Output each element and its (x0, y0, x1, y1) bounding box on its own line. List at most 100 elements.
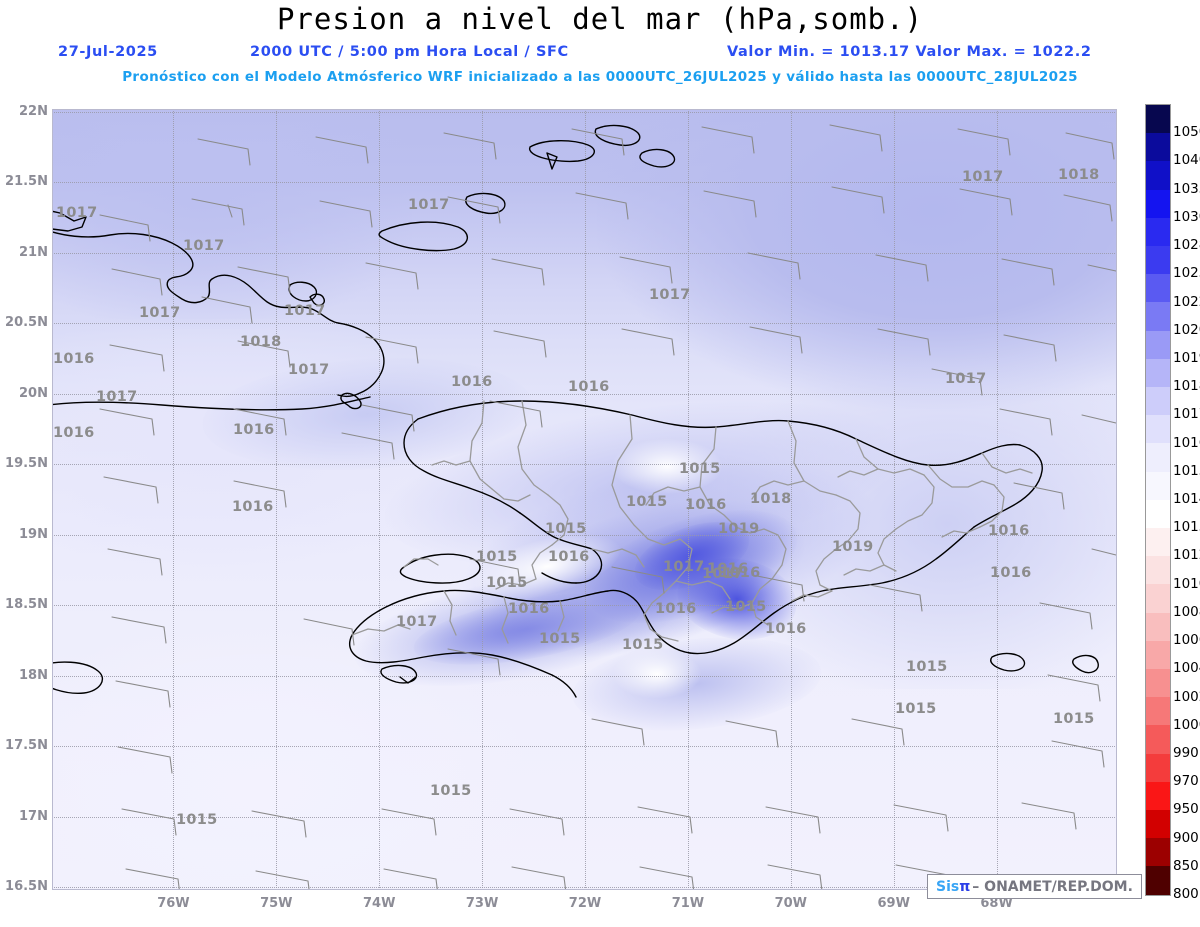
colorbar-cell-1008 (1146, 584, 1170, 613)
contour-label: 1016 (655, 601, 697, 617)
colorbar-label-950: 950 (1173, 801, 1199, 818)
logo-agency-text: – ONAMET/REP.DOM. (972, 878, 1133, 895)
colorbar-cell-1019 (1146, 330, 1170, 359)
pressure-low-patch-2 (612, 439, 722, 494)
contour-label: 1018 (1058, 167, 1100, 183)
pressure-low-patch-3 (612, 649, 702, 699)
colorbar-label-1006: 1006 (1173, 632, 1200, 649)
gridline-lon-73W (482, 109, 484, 890)
contour-label: 1017 (288, 362, 330, 378)
colorbar-cell-1018 (1146, 358, 1170, 388)
colorbar-cell-900 (1146, 810, 1170, 839)
gridline-lon-72W (585, 109, 586, 890)
contour-label: 1016 (685, 497, 727, 513)
gridline-lat-21N (52, 252, 1117, 254)
colorbar-label-1016: 1016 (1173, 434, 1200, 451)
contour-label: 1015 (539, 631, 581, 647)
x-tick-69W: 69W (877, 896, 910, 911)
contour-label: 1017 (408, 197, 450, 213)
y-tick-18.5N: 18.5N (5, 597, 48, 613)
contour-label: 1016 (988, 523, 1030, 539)
colorbar-label-1030: 1030 (1173, 208, 1200, 225)
contour-label: 1017 (663, 559, 705, 575)
model-description: Pronóstico con el Modelo Atmósferico WRF… (122, 69, 1078, 85)
y-tick-16.5N: 16.5N (5, 879, 48, 894)
contour-label: 1015 (622, 637, 664, 653)
contour-label: 1017 (56, 205, 98, 221)
colorbar-label-1013: 1013 (1173, 519, 1200, 536)
contour-label: 1016 (990, 565, 1032, 581)
gridline-lat-18N (52, 675, 1117, 677)
colorbar-cell-1004 (1146, 640, 1170, 670)
colorbar-label-1018: 1018 (1173, 378, 1200, 395)
contour-label: 1017 (139, 305, 181, 321)
y-tick-19.5N: 19.5N (5, 456, 48, 472)
contour-label: 1016 (53, 351, 95, 367)
colorbar-cell-1015 (1146, 443, 1170, 472)
colorbar-label-850: 850 (1173, 857, 1199, 874)
colorbar-label-1020: 1020 (1173, 321, 1200, 338)
contour-label: 1016 (451, 374, 493, 390)
colorbar (1145, 104, 1171, 896)
gridline-lon-69W (893, 109, 895, 890)
contour-label: 1016 (53, 425, 95, 441)
gridline-lon-75W (276, 109, 278, 890)
contour-label: 1017 (284, 303, 326, 319)
x-tick-74W: 74W (362, 896, 396, 911)
provider-logo: Sis π – ONAMET/REP.DOM. (927, 874, 1142, 899)
colorbar-label-1015: 1015 (1173, 462, 1200, 479)
contour-label: 1015 (679, 461, 721, 477)
colorbar-cell-990 (1146, 725, 1170, 754)
colorbar-label-900: 900 (1173, 829, 1199, 846)
contour-label: 1016 (233, 422, 275, 438)
gridline-lat-22N (52, 112, 1117, 113)
x-tick-76W: 76W (157, 896, 190, 911)
gridline-lon-70W (790, 109, 792, 890)
colorbar-cell-1050 (1146, 105, 1170, 134)
colorbar-cell-1006 (1146, 612, 1170, 641)
colorbar-label-1008: 1008 (1173, 603, 1200, 620)
gridline-lat-20.5N (52, 323, 1117, 325)
x-tick-75W: 75W (260, 896, 293, 911)
contour-label: 1015 (176, 812, 218, 828)
contour-label: 1015 (626, 494, 668, 510)
y-tick-18N: 18N (19, 667, 48, 683)
contour-label: 1018 (750, 491, 792, 507)
gridline-lon-71W (687, 109, 689, 890)
contour-label: 1015 (895, 701, 937, 717)
contour-label: 1016 (765, 621, 807, 637)
colorbar-cell-950 (1146, 781, 1170, 811)
colorbar-label-1025: 1025 (1173, 265, 1200, 282)
gridline-lat-21.5N (52, 182, 1117, 184)
y-tick-22N: 22N (19, 104, 48, 119)
y-tick-20N: 20N (19, 385, 48, 401)
wind-barbs-layer (99, 124, 1117, 890)
colorbar-cell-1030 (1146, 189, 1170, 218)
y-tick-21N: 21N (19, 244, 48, 260)
colorbar-cell-1014 (1146, 471, 1170, 500)
logo-sis-text: Sis (936, 878, 960, 895)
contour-label: 1016 (232, 499, 274, 515)
colorbar-label-990: 990 (1173, 744, 1199, 761)
colorbar-labels: 1050 1040 1035 1030 1028 1025 1022 1020 1019 1018… (1173, 104, 1200, 902)
contour-label: 1016 (707, 561, 749, 577)
map-plot-area[interactable]: 1017 1017 1017 1018 1017 1017 1017 1017 1016 1018… (52, 109, 1117, 890)
gridline-lon-74W (379, 109, 381, 890)
contour-label: 1015 (545, 521, 587, 537)
y-tick-19N: 19N (19, 526, 48, 542)
contour-label: 1015 (725, 599, 767, 615)
colorbar-label-1050: 1050 (1173, 124, 1200, 141)
colorbar-label-1019: 1019 (1173, 349, 1200, 366)
contour-label: 1019 (718, 521, 760, 537)
colorbar-label-1014: 1014 (1173, 491, 1200, 507)
contour-label: 1016 (568, 379, 610, 395)
contour-label: 1017 (96, 389, 138, 405)
gridline-lat-17N (52, 816, 1117, 818)
colorbar-label-800: 800 (1173, 886, 1199, 902)
gridline-lon-68W (996, 109, 998, 890)
gridline-lat-19.5N (52, 464, 1117, 466)
y-tick-17N: 17N (19, 808, 48, 824)
coastlines-layer (52, 124, 1099, 698)
contour-label: 1017 (649, 287, 691, 303)
contour-label: 1015 (906, 659, 948, 675)
